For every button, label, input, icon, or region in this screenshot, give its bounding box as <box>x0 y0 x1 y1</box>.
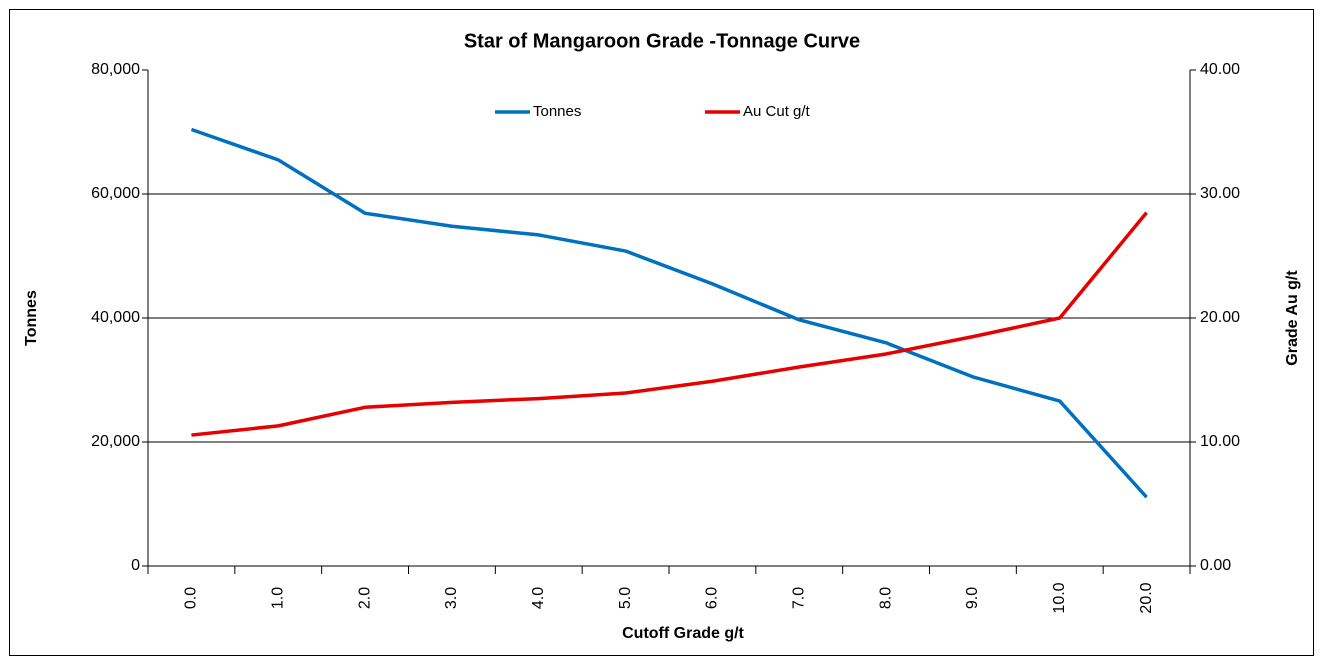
y2-tick-label: 20.00 <box>1200 309 1240 326</box>
x-tick-label: 0.0 <box>183 587 200 609</box>
legend-label: Tonnes <box>533 103 581 120</box>
x-tick-label: 10.0 <box>1051 582 1068 613</box>
x-axis-label: Cutoff Grade g/t <box>622 625 744 642</box>
chart-title: Star of Mangaroon Grade -Tonnage Curve <box>464 30 860 52</box>
legend-label: Au Cut g/t <box>743 103 811 120</box>
y-axis-label: Tonnes <box>23 290 40 346</box>
chart-border <box>9 9 1314 656</box>
x-tick-label: 8.0 <box>877 587 894 609</box>
x-tick-label: 20.0 <box>1138 582 1155 613</box>
x-tick-label: 1.0 <box>269 587 286 609</box>
x-tick-label: 4.0 <box>530 587 547 609</box>
y2-tick-label: 0.00 <box>1200 557 1231 574</box>
y-tick-label: 20,000 <box>91 433 140 450</box>
y2-axis-label: Grade Au g/t <box>1284 270 1301 366</box>
x-tick-label: 2.0 <box>356 587 373 609</box>
series-line <box>191 211 1148 437</box>
y2-tick-label: 30.00 <box>1200 185 1240 202</box>
series-line <box>190 127 1148 499</box>
y-tick-label: 60,000 <box>91 185 140 202</box>
x-tick-label: 9.0 <box>964 587 981 609</box>
x-tick-label: 5.0 <box>617 587 634 609</box>
x-tick-label: 3.0 <box>443 587 460 609</box>
y-tick-label: 0 <box>131 557 140 574</box>
y-tick-label: 40,000 <box>91 309 140 326</box>
x-tick-label: 6.0 <box>704 587 721 609</box>
y2-tick-label: 10.00 <box>1200 433 1240 450</box>
y2-tick-label: 40.00 <box>1200 61 1240 78</box>
x-tick-label: 7.0 <box>790 587 807 609</box>
y-tick-label: 80,000 <box>91 61 140 78</box>
